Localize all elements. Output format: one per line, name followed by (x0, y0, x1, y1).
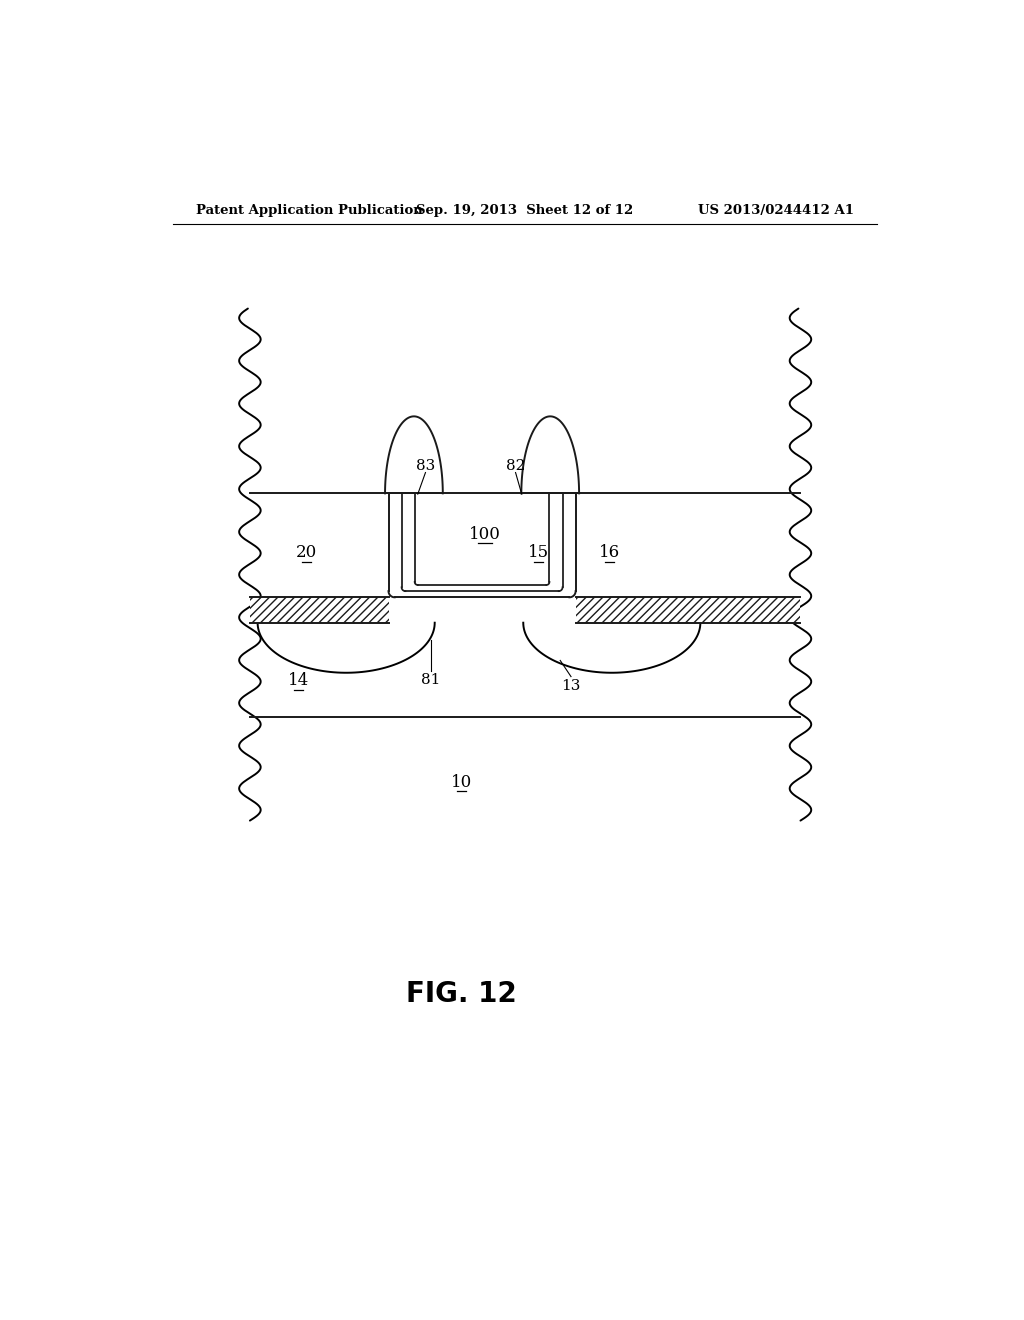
Text: 10: 10 (451, 774, 472, 791)
Text: FIG. 12: FIG. 12 (407, 979, 517, 1008)
Text: 14: 14 (288, 672, 309, 689)
Text: US 2013/0244412 A1: US 2013/0244412 A1 (698, 205, 854, 218)
Text: 83: 83 (416, 459, 435, 474)
Bar (575, 597, 801, 623)
Text: Patent Application Publication: Patent Application Publication (196, 205, 423, 218)
Text: 15: 15 (528, 544, 549, 561)
Text: 13: 13 (561, 678, 581, 693)
Text: 81: 81 (421, 673, 440, 688)
Text: 100: 100 (469, 525, 501, 543)
Text: 82: 82 (506, 459, 525, 474)
Text: Sep. 19, 2013  Sheet 12 of 12: Sep. 19, 2013 Sheet 12 of 12 (416, 205, 634, 218)
Text: 20: 20 (296, 544, 316, 561)
Bar (250, 597, 388, 623)
Text: 16: 16 (599, 544, 621, 561)
